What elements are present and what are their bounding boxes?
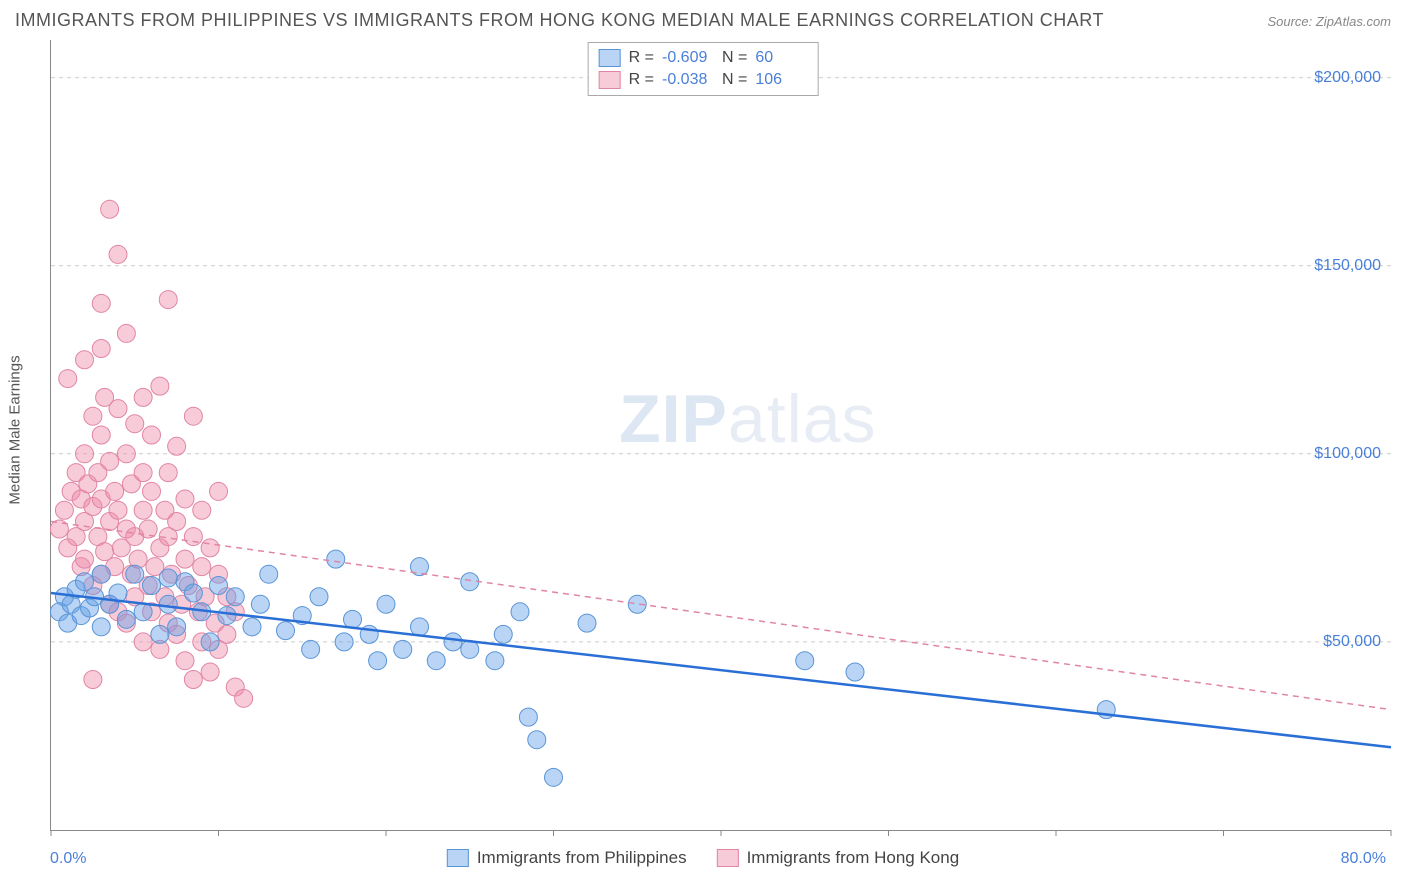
series-legend-item-1: Immigrants from Hong Kong	[717, 848, 960, 868]
legend-r-label-1: R =	[629, 69, 654, 91]
series-legend-item-0: Immigrants from Philippines	[447, 848, 687, 868]
swatch-0	[599, 49, 621, 67]
legend-row-0: R = -0.609 N = 60	[599, 47, 808, 69]
series-legend: Immigrants from Philippines Immigrants f…	[447, 848, 959, 868]
series-swatch-1	[717, 849, 739, 867]
series-name-0: Immigrants from Philippines	[477, 848, 687, 868]
legend-n-label-0: N =	[722, 47, 747, 69]
legend-r-1: -0.038	[662, 69, 714, 91]
y-tick-label: $200,000	[1314, 69, 1381, 87]
x-axis-max: 80.0%	[1341, 850, 1386, 868]
swatch-1	[599, 71, 621, 89]
chart-svg	[51, 40, 1391, 830]
legend-r-label-0: R =	[629, 47, 654, 69]
legend-n-1: 106	[755, 69, 807, 91]
y-tick-label: $150,000	[1314, 257, 1381, 275]
plot-area: ZIPatlas $50,000$100,000$150,000$200,000	[50, 40, 1391, 831]
legend-row-1: R = -0.038 N = 106	[599, 69, 808, 91]
legend-n-label-1: N =	[722, 69, 747, 91]
x-axis-min: 0.0%	[50, 850, 86, 868]
chart-title: IMMIGRANTS FROM PHILIPPINES VS IMMIGRANT…	[15, 10, 1104, 31]
y-tick-label: $50,000	[1323, 633, 1381, 651]
y-axis-label: Median Male Earnings	[7, 355, 24, 504]
legend-n-0: 60	[755, 47, 807, 69]
series-name-1: Immigrants from Hong Kong	[747, 848, 960, 868]
correlation-legend: R = -0.609 N = 60 R = -0.038 N = 106	[588, 42, 819, 96]
source-label: Source: ZipAtlas.com	[1267, 14, 1391, 29]
y-tick-label: $100,000	[1314, 445, 1381, 463]
legend-r-0: -0.609	[662, 47, 714, 69]
series-swatch-0	[447, 849, 469, 867]
